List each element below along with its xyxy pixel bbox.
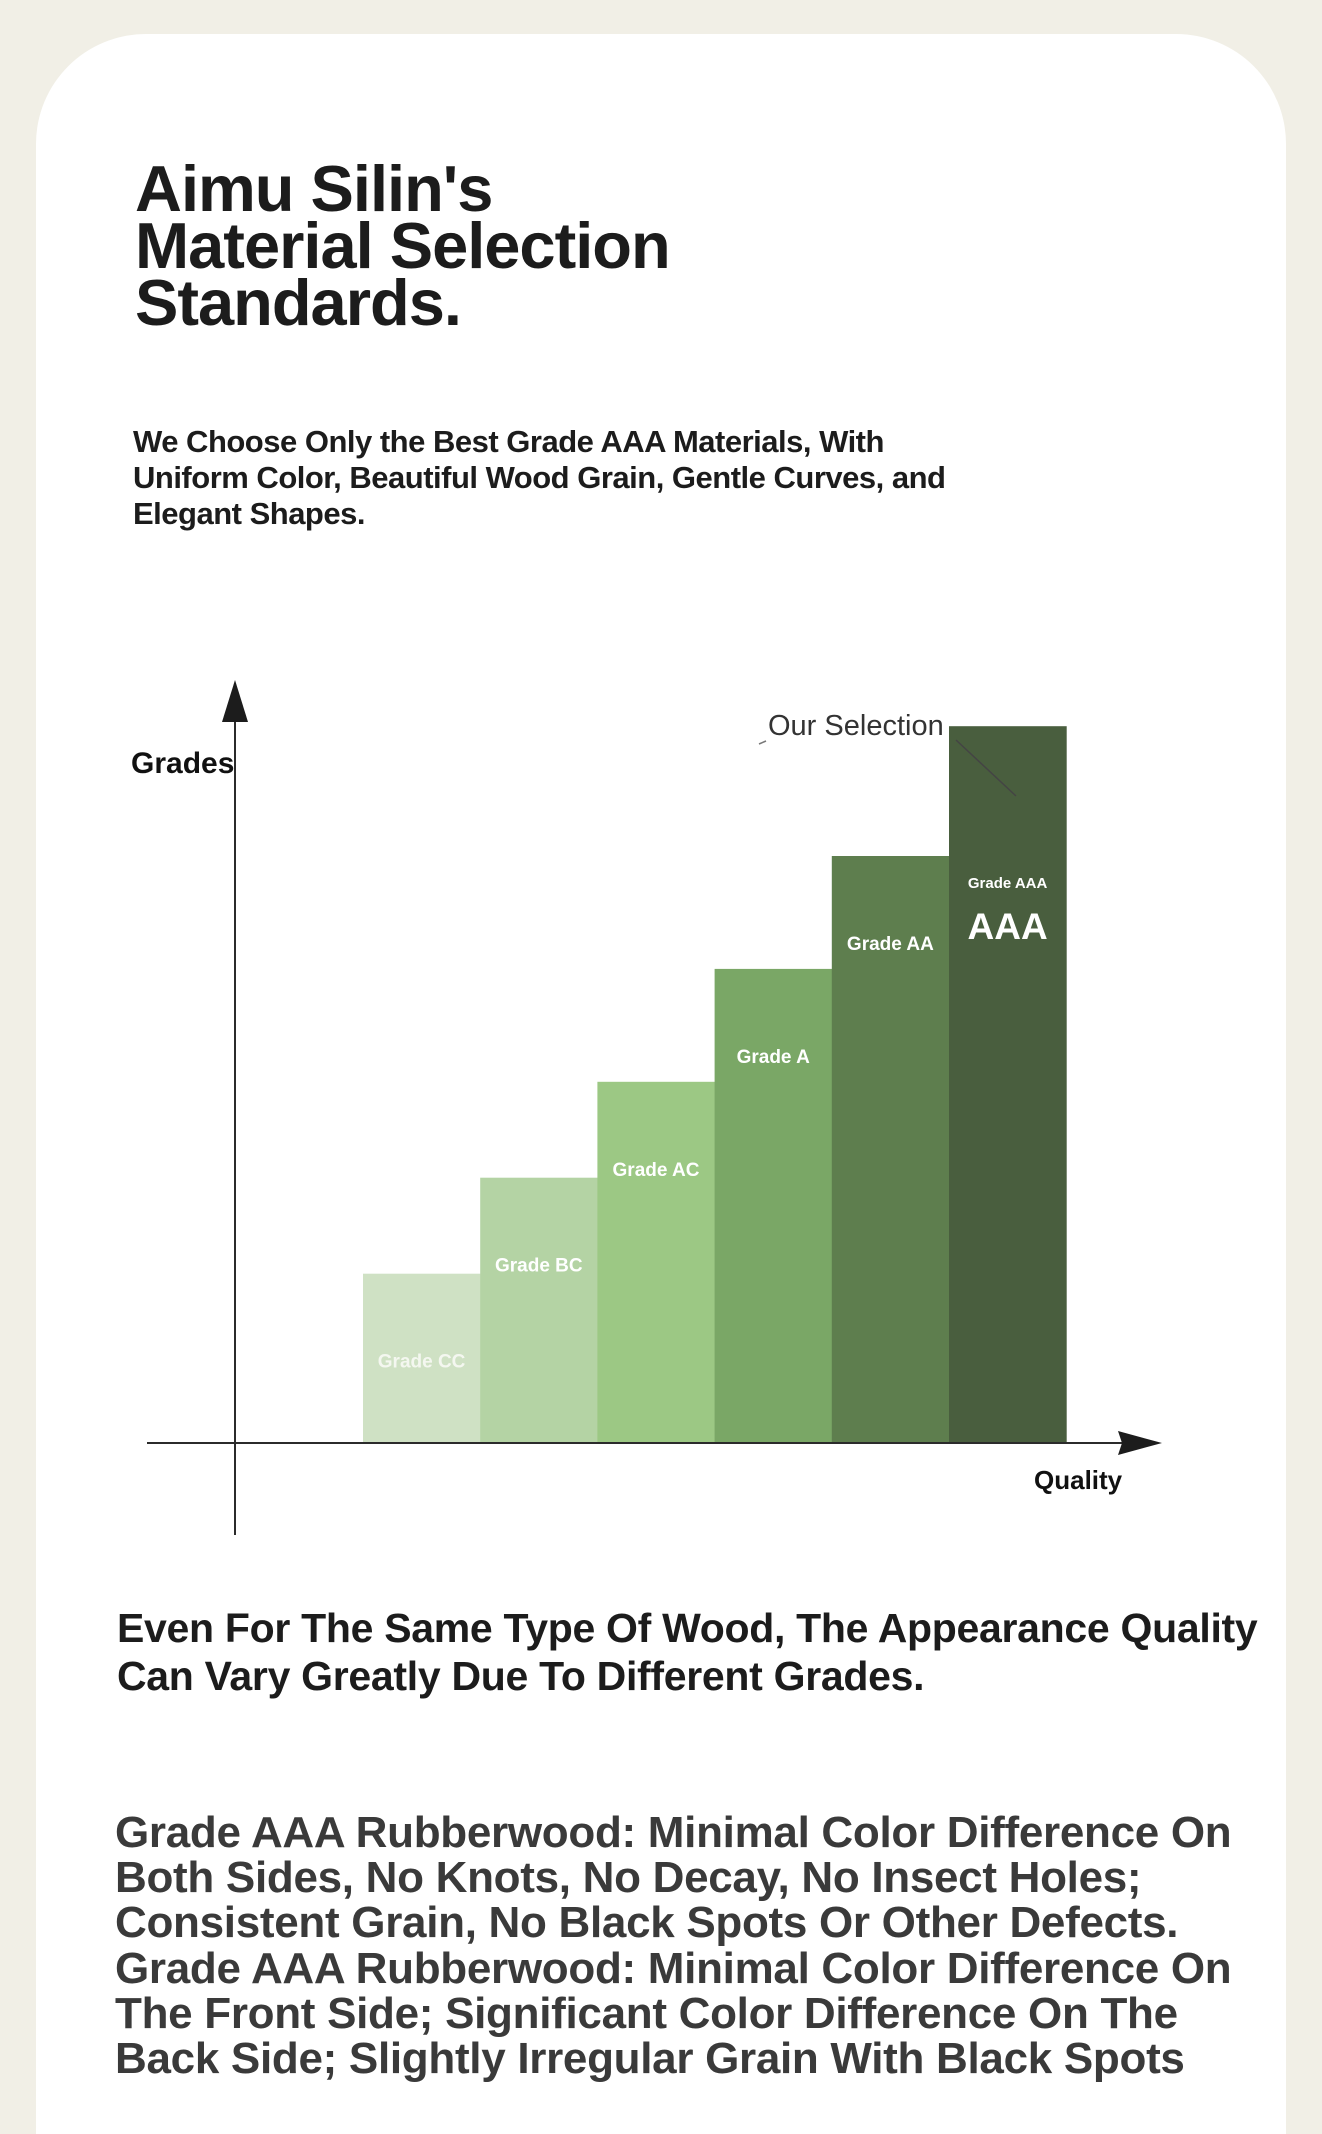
grade-ac-bar-label: Grade AC: [613, 1160, 700, 1181]
grade-aa-bar: [831, 856, 950, 1443]
grade-bc-bar-label: Grade BC: [495, 1256, 583, 1277]
aaa-badge-text: AAA: [968, 906, 1048, 947]
grade-description-1: Grade AAA Rubberwood: Minimal Color Diff…: [115, 1808, 1232, 1947]
grade-a-bar-label: Grade A: [737, 1047, 810, 1068]
our-selection-annotation: Our Selection: [768, 710, 944, 742]
page-subtitle: We Choose Only the Best Grade AAA Materi…: [133, 424, 946, 531]
bars-layer: Grade CC Grade BC Grade AC Grade A Grade AA G…: [363, 726, 1067, 1443]
y-axis-label: Grades: [131, 747, 234, 780]
grade-cc-bar: [363, 1273, 481, 1443]
y-axis-arrow: [222, 680, 248, 722]
x-axis-label: Quality: [1034, 1465, 1123, 1495]
annotation-layer: Our Selection: [758, 710, 1017, 797]
grade-intro-text: Even For The Same Type Of Wood, The Appe…: [117, 1605, 1258, 1699]
grade-aaa-bar-label: Grade AAA: [968, 875, 1048, 892]
grade-aaa-bar: [949, 726, 1067, 1443]
grade-bc-bar: [480, 1177, 598, 1443]
grade-aa-bar-label: Grade AA: [847, 934, 934, 955]
grade-cc-bar-label: Grade CC: [378, 1352, 466, 1373]
x-axis-arrow: [1118, 1431, 1162, 1455]
annotation-tick-mark: [758, 740, 767, 745]
grade-a-bar: [714, 968, 833, 1443]
grade-ac-bar: [597, 1081, 716, 1443]
annotation-leader-line: [955, 739, 1017, 797]
grade-description-2: Grade AAA Rubberwood: Minimal Color Diff…: [115, 1944, 1232, 2083]
axes-layer: Grades Quality: [131, 680, 1162, 1535]
page-title: Aimu Silin's Material Selection Standard…: [135, 152, 671, 339]
